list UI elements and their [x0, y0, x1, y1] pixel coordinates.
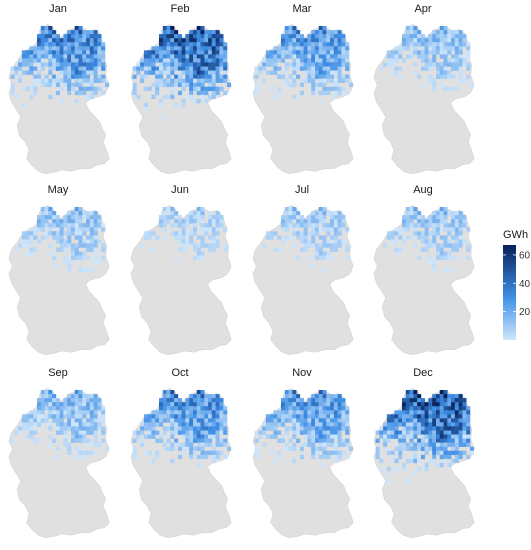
colorbar-legend: GWh 20 40 60 — [503, 229, 531, 340]
map-panel-sep: Sep — [8, 367, 110, 539]
energy-cells — [10, 26, 110, 108]
panel-title: May — [48, 184, 69, 196]
energy-cells — [10, 390, 110, 460]
map-panel-jan: Jan — [8, 3, 110, 175]
legend-tick-label: 60 — [519, 250, 531, 261]
map-panel-apr: Apr — [373, 3, 475, 175]
legend-colorbar — [503, 245, 516, 340]
panel-title: Oct — [171, 367, 188, 379]
energy-cells — [254, 26, 354, 104]
energy-cells — [14, 207, 106, 273]
panel-title: Jan — [49, 3, 67, 15]
map-panel-aug: Aug — [373, 184, 475, 356]
panel-title: Jun — [171, 184, 189, 196]
energy-cells — [140, 207, 228, 260]
panel-title: Apr — [414, 3, 431, 15]
panel-title: Feb — [171, 3, 190, 15]
map-panel-oct: Oct — [130, 367, 232, 539]
panel-title: Aug — [413, 184, 433, 196]
energy-cells — [262, 207, 350, 273]
legend-ticks: 20 40 60 — [503, 250, 531, 318]
map-panel-jun: Jun — [130, 184, 232, 356]
map-panels: Jan Feb Mar Apr May Jun Jul Aug Sep Oct Nov Dec — [8, 3, 475, 539]
panel-title: Nov — [292, 367, 312, 379]
legend-title: GWh — [503, 229, 528, 241]
energy-cells — [254, 390, 354, 468]
energy-cells — [132, 26, 232, 120]
legend-tick-label: 40 — [519, 279, 531, 290]
map-panel-may: May — [8, 184, 110, 356]
map-panel-mar: Mar — [252, 3, 354, 175]
map-panel-feb: Feb — [130, 3, 232, 175]
panel-title: Jul — [295, 184, 309, 196]
map-panel-jul: Jul — [252, 184, 354, 356]
legend-tick-label: 20 — [519, 307, 531, 318]
map-panel-dec: Dec — [373, 367, 475, 539]
panel-title: Dec — [413, 367, 433, 379]
map-panel-nov: Nov — [252, 367, 354, 539]
energy-cells — [375, 390, 475, 484]
energy-cells — [383, 207, 471, 273]
energy-cells — [379, 26, 475, 92]
energy-cells — [132, 390, 232, 468]
panel-title: Sep — [48, 367, 68, 379]
panel-title: Mar — [293, 3, 312, 15]
